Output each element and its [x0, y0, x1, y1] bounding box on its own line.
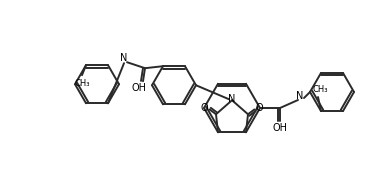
Text: O: O	[201, 103, 208, 113]
Text: O: O	[256, 103, 263, 113]
Text: OH: OH	[132, 83, 147, 93]
Text: CH₃: CH₃	[312, 85, 328, 94]
Text: N: N	[296, 91, 304, 101]
Text: CH₃: CH₃	[74, 79, 90, 88]
Text: N: N	[228, 94, 236, 104]
Text: N: N	[120, 53, 128, 63]
Text: OH: OH	[272, 123, 288, 133]
